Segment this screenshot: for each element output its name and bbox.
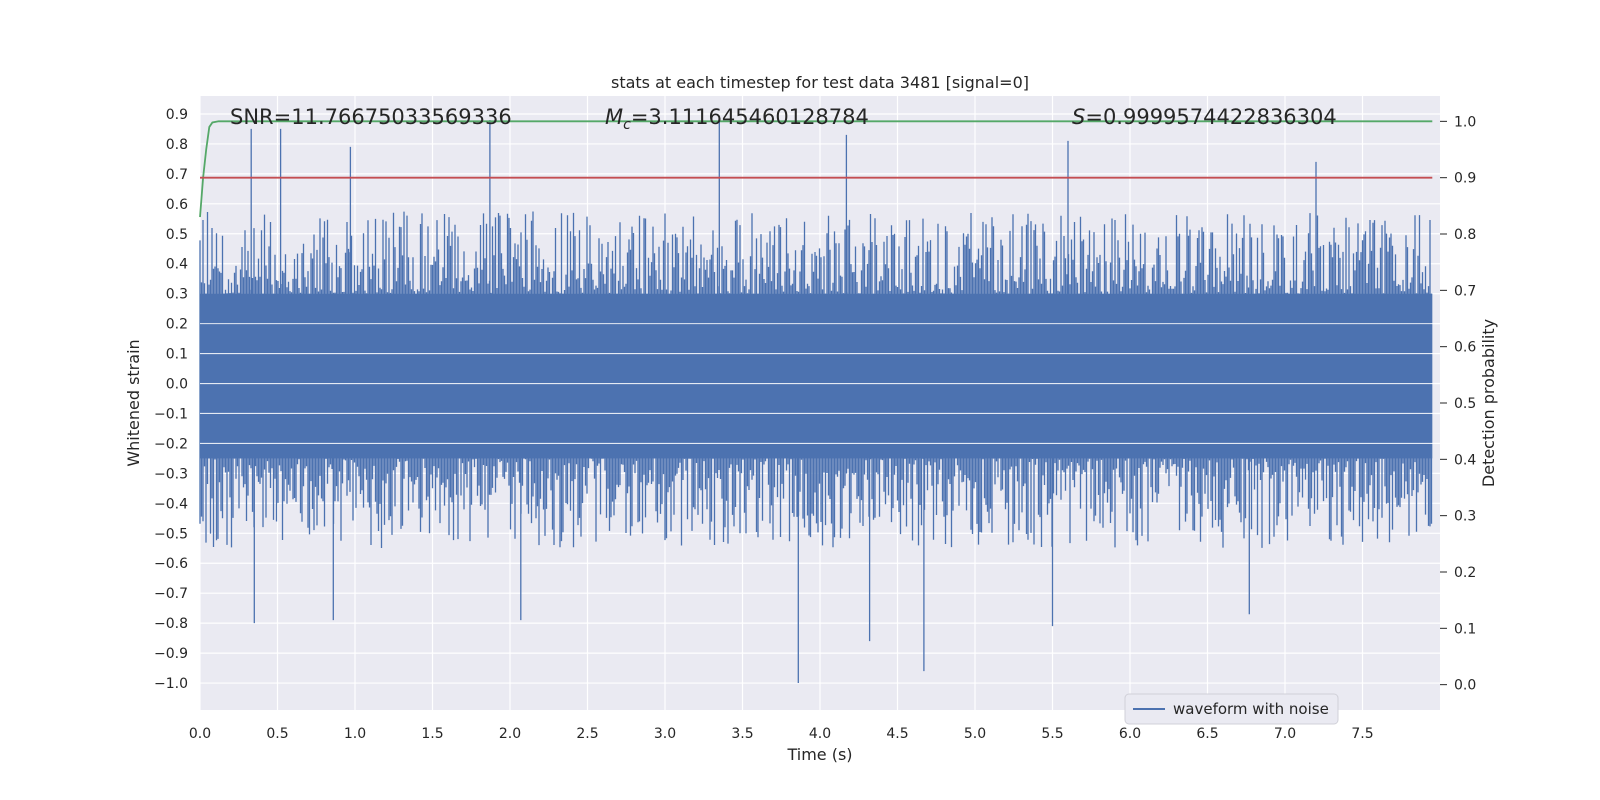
right-tick-label: 0.1 [1454,621,1476,637]
legend-entry-label: waveform with noise [1173,700,1329,718]
x-tick-label: 2.5 [576,726,598,742]
right-tick-label: 0.8 [1454,227,1476,243]
right-tick-label: 0.6 [1454,340,1476,356]
left-tick-label: 0.3 [166,287,188,303]
left-tick-label: 0.4 [166,257,188,273]
right-tick-label: 0.2 [1454,565,1476,581]
left-tick-label: 0.1 [166,347,188,363]
left-tick-label: 0.8 [166,137,188,153]
legend-box [1124,693,1339,725]
left-axis-label: Whitened strain [124,339,143,466]
chirp-mass-annotation: Mc=3.111645460128784 [605,105,869,133]
left-tick-label: 0.2 [166,317,188,333]
x-tick-label: 0.5 [266,726,288,742]
right-tick-label: 0.0 [1454,678,1476,694]
left-tick-label: 0.0 [166,377,188,393]
detection-score-annotation: S=0.9999574422836304 [1072,105,1337,129]
left-tick-label: −0.9 [154,646,188,662]
right-tick-label: 0.7 [1454,283,1476,299]
waveform-series [199,120,1440,683]
snr-annotation: SNR=11.76675033569336 [230,105,512,129]
probability-series [199,120,1433,218]
left-tick-label: −0.2 [154,436,188,452]
left-tick-label: −0.5 [154,526,188,542]
x-tick-label: 5.5 [1041,726,1063,742]
left-tick-label: −1.0 [154,676,188,692]
right-tick-label: 0.3 [1454,509,1476,525]
x-tick-label: 1.5 [421,726,443,742]
x-tick-label: 3.0 [654,726,676,742]
x-tick-label: 3.5 [731,726,753,742]
x-tick-label: 1.0 [344,726,366,742]
x-axis-ticks: 0.0 0.5 1.0 1.5 2.0 2.5 3.0 3.5 4.0 4.5 5.0 5.5 6.0 6… [189,726,1374,742]
right-axis-ticks: 1.0 0.9 0.8 0.7 0.6 0.5 0.4 0.3 0.2 0.1 0.0 [1440,114,1476,694]
legend: waveform with noise [1124,693,1339,725]
x-tick-label: 0.0 [189,726,211,742]
x-tick-label: 6.0 [1119,726,1141,742]
right-tick-label: 1.0 [1454,114,1476,130]
left-tick-label: −0.8 [154,616,188,632]
x-tick-label: 4.0 [809,726,831,742]
left-tick-label: 0.9 [166,107,188,123]
x-tick-label: 6.5 [1196,726,1218,742]
x-tick-label: 2.0 [499,726,521,742]
x-axis-label: Time (s) [786,745,852,764]
left-tick-label: −0.1 [154,406,188,422]
left-tick-label: 0.5 [166,227,188,243]
right-tick-label: 0.4 [1454,452,1476,468]
right-tick-label: 0.9 [1454,171,1476,187]
x-tick-label: 5.0 [964,726,986,742]
chart-title: stats at each timestep for test data 348… [611,73,1029,92]
right-tick-label: 0.5 [1454,396,1476,412]
x-tick-label: 4.5 [886,726,908,742]
left-tick-label: −0.3 [154,466,188,482]
right-axis-label: Detection probability [1479,319,1498,487]
x-tick-label: 7.5 [1351,726,1373,742]
left-tick-label: −0.7 [154,586,188,602]
left-tick-label: −0.4 [154,496,188,512]
left-tick-label: 0.6 [166,197,188,213]
x-tick-label: 7.0 [1274,726,1296,742]
left-tick-label: −0.6 [154,556,188,572]
detection-probability-line [199,120,1433,218]
left-axis-ticks: 0.9 0.8 0.7 0.6 0.5 0.4 0.3 0.2 0.1 0.0 −0.1 −0.2 −0… [154,107,188,692]
left-tick-label: 0.7 [166,167,188,183]
